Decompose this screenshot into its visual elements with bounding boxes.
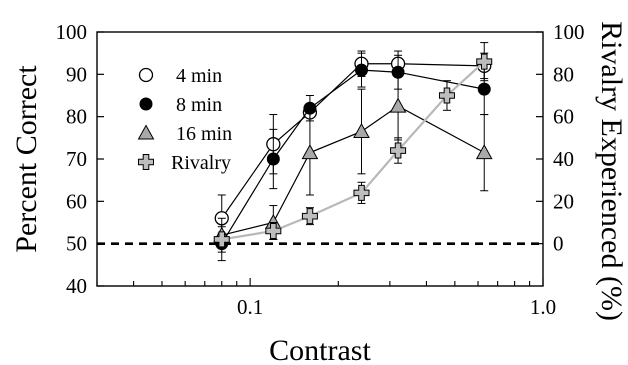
y2-tick-label: 40 <box>553 147 574 171</box>
data-point <box>476 53 493 70</box>
legend-label: 4 min <box>176 65 222 87</box>
data-point <box>266 152 280 166</box>
y2-tick-label: 20 <box>553 189 574 213</box>
legend-marker <box>139 97 153 111</box>
legend-label: Rivalry <box>171 152 231 174</box>
series-line <box>221 63 485 219</box>
y2-tick-label: 60 <box>553 105 574 129</box>
chart-legend: 4 min 8 min 16 min Rivalry <box>137 65 232 174</box>
data-point <box>213 231 230 248</box>
y2-tick-label: 80 <box>553 62 574 86</box>
y-tick-label: 80 <box>66 105 87 129</box>
series-8-min <box>215 52 491 262</box>
y-tick-label: 90 <box>66 62 87 86</box>
data-point <box>389 97 407 113</box>
data-point <box>390 142 407 159</box>
series-line <box>221 105 485 236</box>
data-point <box>475 144 493 160</box>
y-tick-label: 40 <box>66 274 87 298</box>
series-line <box>221 69 485 244</box>
series-rivalry <box>213 42 493 248</box>
y2-tick-label: 100 <box>553 20 585 44</box>
legend-label: 16 min <box>176 123 232 145</box>
legend-entry: 16 min <box>137 123 232 145</box>
data-point <box>438 87 455 104</box>
y2-axis-title: Rivalry Experienced (%) <box>595 21 628 321</box>
legend-marker <box>138 67 154 83</box>
x-axis-title: Contrast <box>269 334 371 365</box>
data-point <box>301 208 318 225</box>
legend-entry: Rivalry <box>138 152 231 174</box>
data-point <box>265 222 282 239</box>
data-point <box>353 184 370 201</box>
y-tick-label: 70 <box>66 147 87 171</box>
y2-tick-label: 0 <box>553 232 564 256</box>
data-point <box>301 144 319 160</box>
y-axis-title: Percent Correct <box>10 65 43 253</box>
y-tick-label: 60 <box>66 189 87 213</box>
legend-label: 8 min <box>176 94 222 116</box>
legend-marker <box>137 124 155 140</box>
legend-entry: 4 min <box>138 65 222 87</box>
legend-entry: 8 min <box>139 94 222 116</box>
legend-marker <box>138 154 154 170</box>
data-point <box>353 122 370 138</box>
y-tick-label: 50 <box>66 232 87 256</box>
chart-series-layer <box>213 42 493 262</box>
data-point <box>354 63 368 77</box>
series-4-min <box>214 50 492 243</box>
data-point <box>477 82 491 96</box>
x-tick-label: 0.1 <box>237 295 263 319</box>
y-tick-label: 100 <box>56 20 88 44</box>
x-tick-label: 1.0 <box>530 295 556 319</box>
chart-axes: 40 50 60 70 80 90 100 0 20 40 60 80 100 0.1 1.0 <box>56 20 585 319</box>
